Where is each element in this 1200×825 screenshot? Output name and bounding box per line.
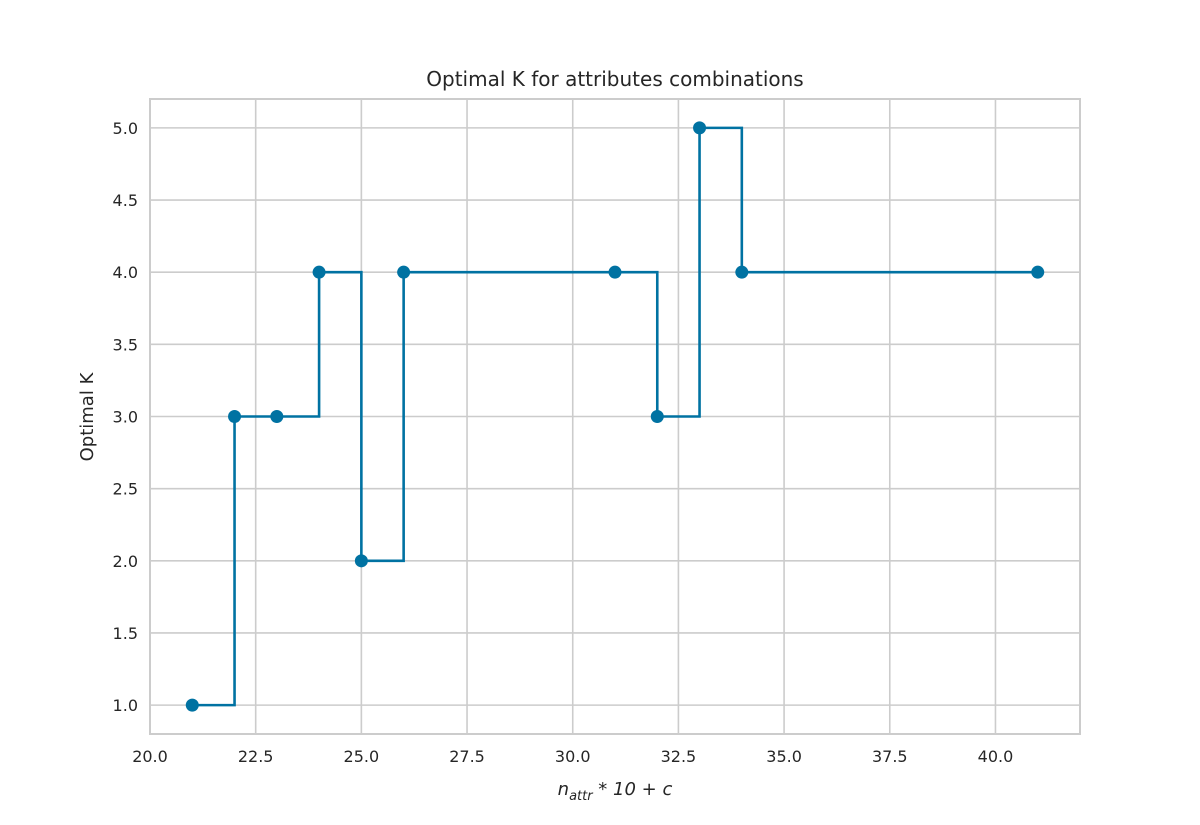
x-tick-label: 32.5 xyxy=(661,747,697,766)
x-axis-ticks: 20.0 22.5 25.0 27.5 30.0 32.5 35.0 37.5 40.0 xyxy=(132,747,1013,766)
plot-frame xyxy=(149,98,1081,735)
x-axis-label-subscript: attr xyxy=(569,789,594,804)
y-tick-label: 3.0 xyxy=(113,408,138,427)
grid xyxy=(149,99,1080,734)
data-point-marker xyxy=(693,121,707,135)
x-tick-label: 25.0 xyxy=(344,747,380,766)
x-axis-label: nattr * 10 + c xyxy=(558,779,673,804)
data-point-marker xyxy=(397,265,411,279)
x-tick-label: 20.0 xyxy=(132,747,168,766)
data-point-marker xyxy=(228,410,242,423)
y-axis-label: Optimal K xyxy=(77,371,98,461)
series-layer xyxy=(185,121,1045,712)
y-tick-label: 4.5 xyxy=(113,191,138,210)
y-tick-label: 2.0 xyxy=(113,552,138,571)
y-tick-label: 4.0 xyxy=(113,263,138,282)
y-tick-label: 2.5 xyxy=(113,480,138,499)
x-tick-label: 35.0 xyxy=(766,747,802,766)
y-tick-label: 5.0 xyxy=(113,119,138,138)
data-point-marker xyxy=(270,410,284,423)
data-point-marker xyxy=(312,265,326,279)
y-tick-label: 1.0 xyxy=(113,696,138,715)
x-tick-label: 37.5 xyxy=(872,747,908,766)
data-point-marker xyxy=(185,698,199,712)
y-tick-label: 1.5 xyxy=(113,624,138,643)
data-point-marker xyxy=(354,554,368,568)
x-tick-label: 30.0 xyxy=(555,747,591,766)
data-point-marker xyxy=(650,410,664,423)
x-axis-label-rest: * 10 + c xyxy=(593,779,673,800)
series-step-line xyxy=(192,126,1038,707)
x-tick-label: 40.0 xyxy=(978,747,1014,766)
x-axis-label-base: n xyxy=(558,779,569,800)
data-point-marker xyxy=(608,265,622,279)
x-tick-label: 27.5 xyxy=(449,747,485,766)
y-axis-ticks: 1.0 1.5 2.0 2.5 3.0 3.5 4.0 4.5 5.0 xyxy=(113,119,138,715)
y-tick-label: 3.5 xyxy=(113,335,138,354)
chart-title: Optimal K for attributes combinations xyxy=(426,67,803,91)
data-point-marker xyxy=(735,265,749,279)
data-point-marker xyxy=(1031,265,1045,279)
x-tick-label: 22.5 xyxy=(238,747,274,766)
